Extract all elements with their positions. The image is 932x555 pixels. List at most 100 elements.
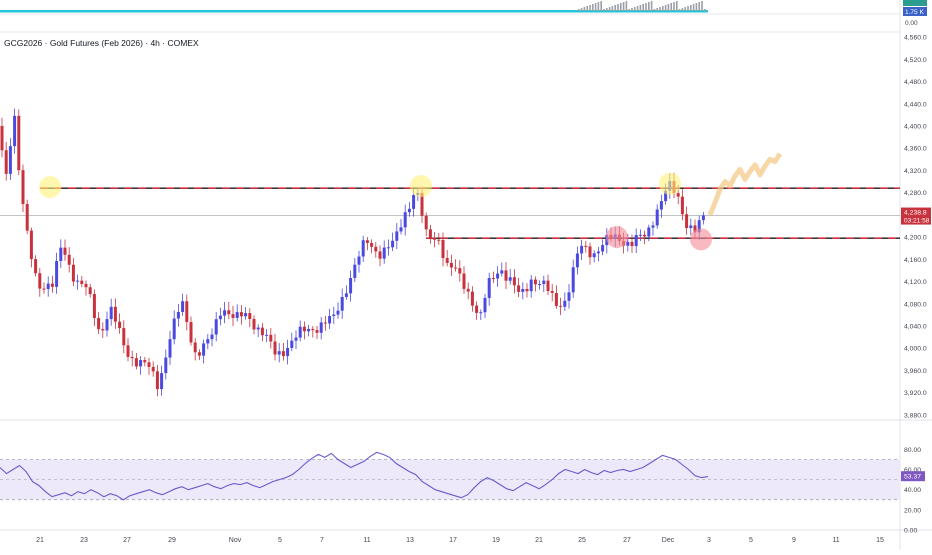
rsi-tick-label: 20.00	[904, 507, 921, 514]
candle-body	[475, 305, 479, 313]
candle-body	[533, 279, 537, 285]
volume-bar	[636, 6, 639, 11]
candle-body	[592, 253, 596, 258]
candle-body	[273, 341, 277, 355]
candle-body	[235, 312, 239, 318]
candle-body	[328, 316, 332, 324]
candle-body	[441, 240, 445, 259]
volume-bar	[578, 9, 580, 11]
candle-body	[659, 201, 663, 210]
candle-body	[269, 334, 273, 342]
volume-bar	[625, 1, 628, 11]
candle-body	[88, 287, 92, 295]
candle-body	[223, 310, 227, 316]
candle-body	[319, 322, 323, 333]
candle-body	[71, 264, 75, 282]
candle-body	[294, 337, 298, 341]
candle-body	[256, 327, 260, 330]
price-tick-label: 4,000.0	[904, 346, 927, 353]
volume-bar	[645, 3, 647, 11]
time-tick-label: 29	[168, 537, 176, 544]
candle-body	[487, 278, 491, 298]
candle-body	[483, 297, 487, 313]
candle-body	[370, 243, 374, 247]
candle-body	[559, 305, 563, 307]
candle-body	[307, 328, 311, 332]
candle-body	[248, 313, 252, 319]
candle-body	[437, 239, 441, 241]
volume-bar	[664, 5, 667, 11]
rsi-line	[0, 451, 709, 501]
highlight-marker	[690, 228, 712, 251]
candle-body	[424, 215, 428, 230]
candle-body	[538, 284, 542, 286]
candle-body	[231, 314, 235, 318]
time-tick-label: 23	[80, 537, 88, 544]
candle-body	[626, 241, 630, 246]
candle-body	[42, 288, 46, 290]
candle-body	[101, 329, 105, 331]
candle-body	[349, 277, 353, 294]
candle-body	[281, 351, 285, 357]
volume-bar	[698, 2, 700, 11]
candle-body	[109, 306, 113, 320]
time-tick-label: 27	[623, 537, 631, 544]
candle-body	[601, 245, 605, 252]
price-tick-label: 4,200.0	[904, 235, 927, 242]
time-tick-label: 19	[492, 537, 500, 544]
volume-bar	[592, 4, 594, 11]
candle-body	[701, 215, 705, 221]
candle-body	[227, 310, 231, 315]
time-tick-label: 11	[363, 537, 370, 544]
candle-body	[462, 273, 466, 289]
volume-bar	[634, 7, 636, 11]
candle-body	[210, 334, 214, 340]
volume-bar	[603, 9, 605, 11]
candle-body	[315, 330, 319, 333]
volume-bar	[639, 5, 642, 11]
volume-bar	[692, 4, 695, 11]
candle-body	[50, 283, 54, 287]
candle-body	[466, 288, 470, 292]
time-tick-label: 25	[578, 537, 586, 544]
candle-body	[643, 234, 647, 237]
candle-body	[38, 273, 42, 289]
candle-body	[189, 322, 193, 343]
candle-body	[567, 292, 571, 301]
candle-body	[239, 312, 243, 317]
volume-bar	[600, 1, 602, 11]
rsi-current-badge	[901, 471, 925, 482]
volume-badge-top	[903, 0, 927, 6]
candle-body	[647, 227, 651, 237]
candle-body	[365, 240, 369, 244]
forecast-path	[707, 152, 783, 216]
volume-bar	[617, 4, 619, 11]
candle-body	[546, 280, 550, 292]
price-tick-label: 4,120.0	[904, 279, 927, 286]
candle-body	[21, 170, 25, 204]
candle-body	[151, 366, 155, 372]
volume-bar	[695, 3, 698, 11]
candle-body	[147, 362, 151, 367]
volume-bar	[589, 5, 591, 11]
candles	[0, 108, 705, 397]
candle-body	[412, 195, 416, 209]
candle-body	[265, 334, 269, 336]
volume-bar	[704, 9, 706, 11]
candle-body	[470, 291, 474, 306]
candle-body	[298, 326, 302, 338]
volume-bar	[662, 6, 664, 11]
volume-baseline	[0, 10, 708, 13]
candle-body	[168, 339, 172, 358]
candle-body	[92, 294, 96, 318]
candle-body	[302, 326, 306, 332]
current-price-countdown: 03:21:58	[904, 218, 930, 225]
volume-max-label: 1.75 K	[905, 9, 924, 16]
candle-body	[55, 260, 59, 287]
candle-body	[118, 321, 122, 329]
candle-body	[571, 267, 575, 293]
candle-body	[130, 356, 134, 359]
volume-bar	[586, 6, 588, 11]
